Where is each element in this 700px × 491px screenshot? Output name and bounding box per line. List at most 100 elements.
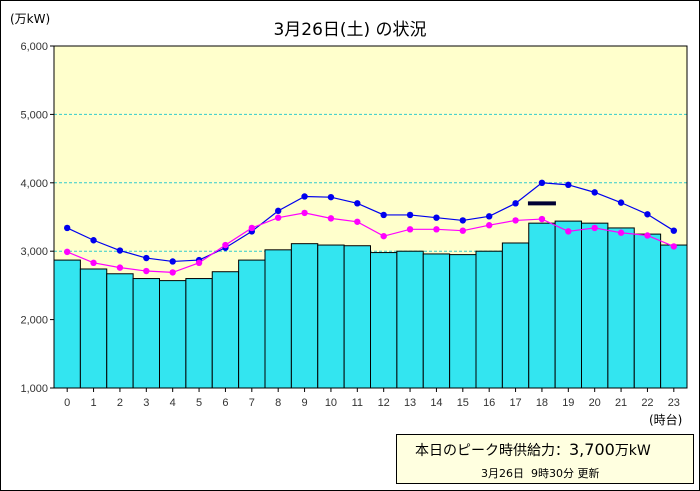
x-tick-label: 23 (668, 397, 680, 409)
y-unit-label: (万kW) (10, 12, 50, 26)
update-time: 9時30分 (531, 467, 574, 480)
x-tick-label: 2 (117, 397, 123, 409)
update-label: 更新 (577, 467, 600, 480)
y-tick-label: 3,000 (20, 246, 48, 258)
forecast-point (116, 247, 124, 254)
peak-supply-value: 3,700 (569, 440, 615, 459)
x-tick-label: 18 (536, 397, 548, 409)
previous-point (406, 226, 414, 233)
y-tick-label: 4,000 (20, 178, 48, 190)
x-tick-label: 16 (483, 397, 495, 409)
previous-point (538, 215, 546, 223)
x-tick-label: 11 (352, 397, 363, 409)
bar (132, 278, 160, 389)
bar (501, 242, 530, 389)
forecast-point (485, 213, 493, 220)
previous-point (670, 243, 678, 250)
x-unit-label: (時台) (649, 412, 682, 427)
y-tick-label: 5,000 (20, 109, 48, 121)
previous-point (274, 214, 282, 221)
previous-point (591, 224, 598, 232)
bar (317, 244, 345, 389)
x-tick-label: 14 (430, 397, 442, 409)
previous-point (617, 229, 625, 236)
x-tick-label: 8 (275, 397, 281, 409)
forecast-point (538, 179, 546, 186)
bar (264, 249, 292, 389)
bar (528, 222, 556, 389)
previous-point (90, 259, 97, 267)
forecast-point (327, 193, 335, 201)
forecast-point (169, 258, 176, 265)
forecast-point (406, 211, 414, 219)
bar (370, 252, 398, 389)
previous-point (512, 217, 519, 224)
x-tick-label: 1 (91, 397, 97, 409)
y-tick-label: 2,000 (20, 315, 48, 327)
forecast-point (565, 181, 572, 189)
x-tick-label: 13 (404, 397, 416, 409)
bar (396, 250, 424, 389)
chart-title: 3月26日(土) の状況 (273, 20, 426, 40)
previous-line (66, 212, 675, 274)
peak-supply-label: 本日のピーク時供給力： (415, 443, 569, 459)
update-info-line: 3月26日 9時30分 更新 (481, 465, 600, 481)
forecast-point (354, 200, 361, 207)
previous-point (116, 264, 124, 271)
bar (660, 244, 688, 389)
x-tick-label: 7 (249, 397, 255, 409)
bar (581, 222, 609, 389)
peak-info-box: 本日のピーク時供給力：3,700万kW 3月26日 9時30分 更新 (396, 434, 694, 484)
forecast-line (66, 182, 675, 263)
bar (79, 268, 108, 389)
y-tick-label: 6,000 (20, 41, 48, 53)
forecast-point (617, 199, 625, 206)
forecast-point (143, 254, 150, 262)
y-tick-label: 1,000 (20, 383, 48, 395)
lines-layer (63, 179, 678, 276)
previous-point (433, 226, 440, 233)
previous-point (459, 227, 467, 234)
bar (449, 254, 477, 389)
forecast-point (670, 227, 678, 234)
previous-point (248, 224, 256, 232)
forecast-point (380, 211, 387, 219)
previous-point (63, 248, 71, 256)
x-tick-label: 3 (143, 397, 149, 409)
bar (554, 220, 582, 389)
x-tick-label: 0 (64, 397, 70, 409)
bar (53, 259, 81, 389)
previous-point (195, 259, 203, 267)
previous-point (143, 267, 150, 275)
x-tick-label: 9 (302, 397, 308, 409)
bar (475, 250, 503, 389)
previous-point (354, 218, 361, 225)
forecast-point (512, 200, 519, 207)
previous-point (301, 209, 308, 217)
bar (343, 245, 371, 389)
forecast-point (591, 189, 598, 196)
x-tick-label: 19 (562, 397, 574, 409)
x-tick-label: 21 (615, 397, 627, 409)
bar (185, 278, 213, 389)
bar (633, 233, 662, 389)
previous-point (169, 269, 176, 276)
forecast-point (433, 214, 440, 221)
bar (422, 253, 451, 389)
previous-point (565, 228, 572, 235)
x-tick-label: 6 (222, 397, 228, 409)
x-tick-label: 22 (641, 397, 653, 409)
bar (607, 227, 635, 389)
update-date: 3月26日 (481, 467, 524, 480)
plot-border (53, 45, 688, 389)
x-tick-label: 10 (325, 397, 337, 409)
peak-supply-unit: 万kW (614, 443, 651, 459)
forecast-point (644, 211, 651, 218)
x-tick-label: 12 (378, 397, 390, 409)
bar (159, 280, 187, 389)
previous-point (380, 232, 387, 240)
x-tick-label: 4 (170, 397, 176, 409)
bar (211, 271, 240, 389)
bars-layer (53, 220, 688, 389)
bar (106, 273, 134, 389)
